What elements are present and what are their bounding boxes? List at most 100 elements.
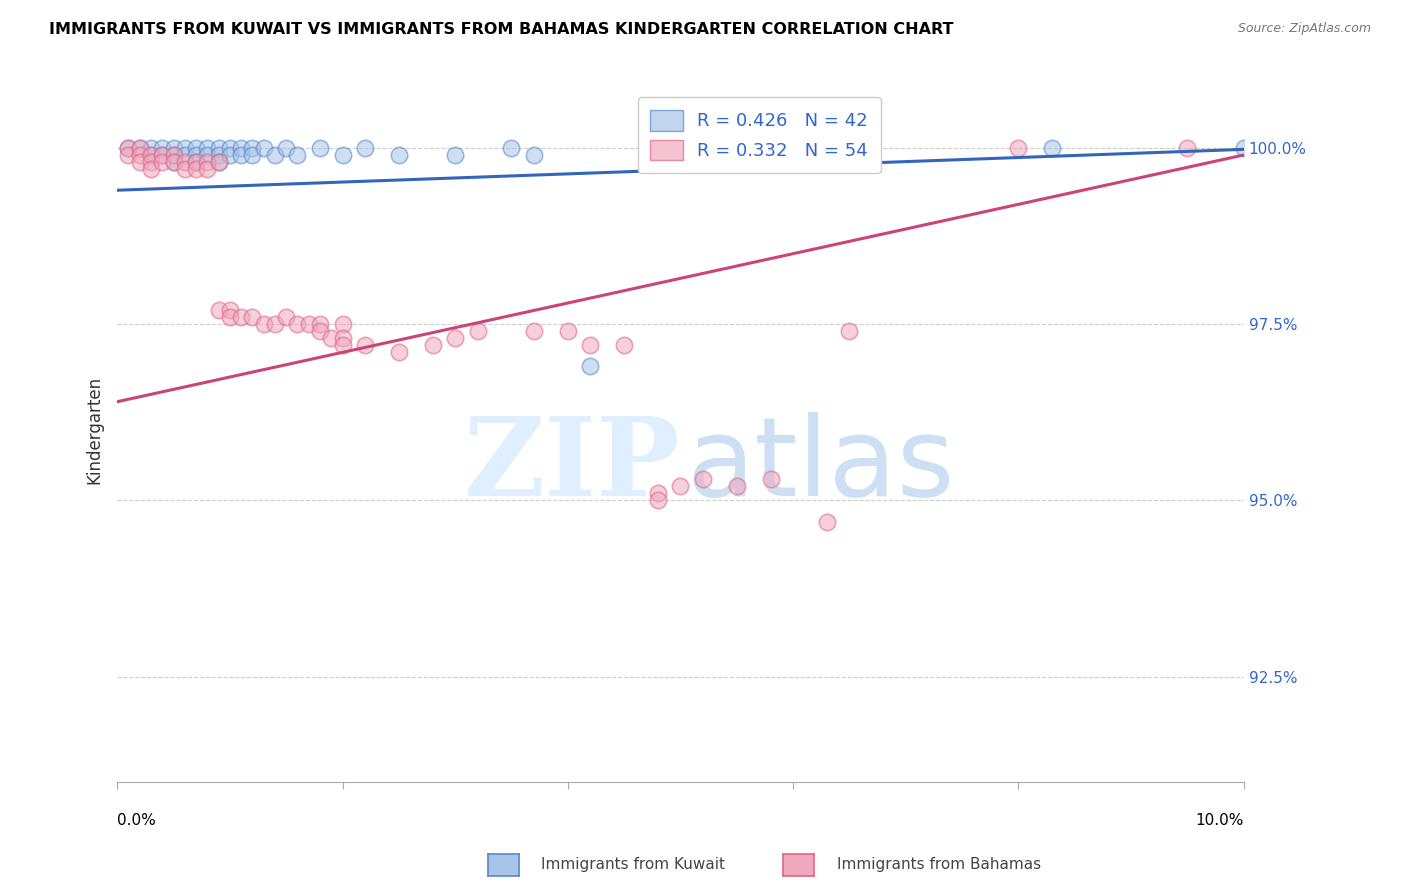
Legend: R = 0.426   N = 42, R = 0.332   N = 54: R = 0.426 N = 42, R = 0.332 N = 54 (638, 97, 880, 173)
Point (207, 148, 229, 162)
Point (207, 303, 229, 318)
Point (184, 155, 207, 169)
Point (139, 148, 162, 162)
Point (242, 141, 264, 155)
Point (128, 141, 150, 155)
Point (669, 148, 692, 162)
Point (759, 472, 782, 486)
Point (139, 141, 162, 155)
Point (647, 486, 669, 500)
Text: IMMIGRANTS FROM KUWAIT VS IMMIGRANTS FROM BAHAMAS KINDERGARTEN CORRELATION CHART: IMMIGRANTS FROM KUWAIT VS IMMIGRANTS FRO… (49, 22, 953, 37)
Point (253, 317, 276, 331)
Point (332, 317, 354, 331)
Point (264, 148, 287, 162)
Point (162, 141, 184, 155)
Point (229, 148, 252, 162)
Point (354, 338, 377, 352)
Point (195, 148, 218, 162)
Point (173, 162, 195, 177)
Point (150, 148, 173, 162)
Point (128, 155, 150, 169)
Point (117, 148, 139, 162)
Point (332, 148, 354, 162)
Point (139, 162, 162, 177)
Point (692, 472, 714, 486)
Point (162, 155, 184, 169)
Point (207, 155, 229, 169)
Point (195, 162, 218, 177)
Point (467, 324, 489, 338)
Point (1177, 141, 1199, 155)
Point (309, 324, 332, 338)
Point (782, 148, 804, 162)
Point (184, 155, 207, 169)
Point (501, 141, 523, 155)
Point (184, 141, 207, 155)
Point (173, 141, 195, 155)
Point (184, 148, 207, 162)
Point (162, 148, 184, 162)
Point (162, 148, 184, 162)
Point (242, 310, 264, 325)
Point (838, 141, 860, 155)
Point (150, 141, 173, 155)
Y-axis label: Kindergarten: Kindergarten (86, 376, 103, 484)
Point (264, 317, 287, 331)
Point (1040, 141, 1063, 155)
Point (195, 141, 218, 155)
Point (1007, 141, 1029, 155)
Point (309, 317, 332, 331)
Text: atlas: atlas (686, 412, 955, 518)
Point (184, 162, 207, 177)
Point (321, 331, 343, 345)
Point (128, 148, 150, 162)
Point (173, 148, 195, 162)
Point (523, 148, 546, 162)
Point (150, 148, 173, 162)
Point (444, 331, 467, 345)
Point (150, 155, 173, 169)
Point (332, 338, 354, 352)
Point (218, 303, 240, 318)
Text: 10.0%: 10.0% (1195, 813, 1244, 828)
Point (838, 324, 860, 338)
Point (207, 141, 229, 155)
Point (1233, 141, 1256, 155)
Point (218, 148, 240, 162)
Point (128, 141, 150, 155)
Point (276, 141, 298, 155)
Point (253, 141, 276, 155)
Point (613, 338, 636, 352)
Point (354, 141, 377, 155)
Point (579, 359, 602, 374)
Point (388, 345, 411, 359)
Text: Immigrants from Kuwait: Immigrants from Kuwait (541, 857, 725, 872)
Point (162, 155, 184, 169)
Point (229, 141, 252, 155)
Point (298, 317, 321, 331)
Point (139, 148, 162, 162)
Text: Source: ZipAtlas.com: Source: ZipAtlas.com (1237, 22, 1371, 36)
Point (229, 310, 252, 325)
Point (647, 493, 669, 508)
Point (218, 141, 240, 155)
Point (287, 148, 309, 162)
Point (207, 155, 229, 169)
Point (117, 141, 139, 155)
Point (579, 338, 602, 352)
Point (287, 317, 309, 331)
Text: ZIP: ZIP (464, 412, 681, 518)
Point (669, 479, 692, 493)
Point (332, 331, 354, 345)
Point (242, 148, 264, 162)
Point (309, 141, 332, 155)
Point (815, 515, 838, 529)
Point (388, 148, 411, 162)
Point (117, 141, 139, 155)
Text: Immigrants from Bahamas: Immigrants from Bahamas (837, 857, 1040, 872)
Point (557, 324, 579, 338)
Point (422, 338, 444, 352)
Point (195, 155, 218, 169)
Point (173, 155, 195, 169)
Point (139, 155, 162, 169)
